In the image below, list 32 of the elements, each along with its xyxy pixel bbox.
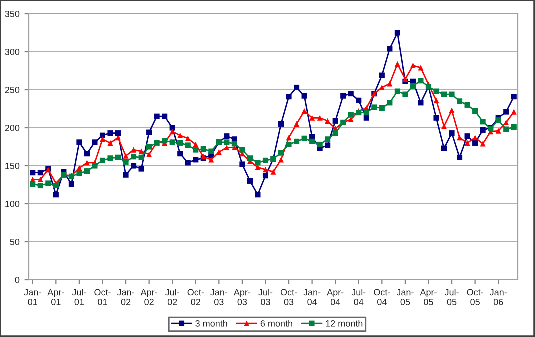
x-tick-label: Jul-03 [258,289,273,306]
x-tick-label: Apr-04 [327,289,344,306]
x-tick-label: Jul-04 [352,289,366,306]
y-tick-label: 250 [5,86,20,94]
y-tick-label: 150 [6,162,20,170]
y-tick-label: 200 [5,124,20,132]
x-tick-label: Apr-05 [420,289,437,306]
x-tick-label: Jan-06 [490,289,507,306]
x-tick-label: Oct-02 [188,289,204,306]
x-tick-label: Jul-01 [72,289,86,306]
x-tick-label: Oct-01 [94,289,111,306]
x-tick-label: Jul-05 [444,289,459,306]
legend-label: 6 month [260,320,292,327]
x-tick-label: Apr-03 [234,289,251,306]
x-tick-label: Oct-03 [280,289,298,306]
x-tick-label: Jan-02 [117,289,134,306]
y-tick-label: 50 [10,238,20,246]
x-tick-label: Oct-04 [374,289,390,306]
x-tick-label: Jan-05 [396,289,414,306]
legend-label: 3 month [196,320,228,327]
legend-label: 12 month [326,320,363,327]
x-tick-label: Jan-04 [304,289,321,306]
x-tick-label: Jul-02 [165,289,180,306]
y-tick-label: 350 [5,10,20,18]
x-tick-label: Jan-03 [210,289,228,306]
x-tick-label: Apr-01 [48,289,64,306]
x-tick-label: Apr-02 [140,289,158,306]
y-tick-label: 300 [5,48,20,56]
x-tick-label: Jan-01 [24,289,42,306]
y-tick-label: 0 [15,276,20,284]
x-tick-label: Oct-05 [467,289,484,306]
y-tick-label: 100 [6,200,20,208]
